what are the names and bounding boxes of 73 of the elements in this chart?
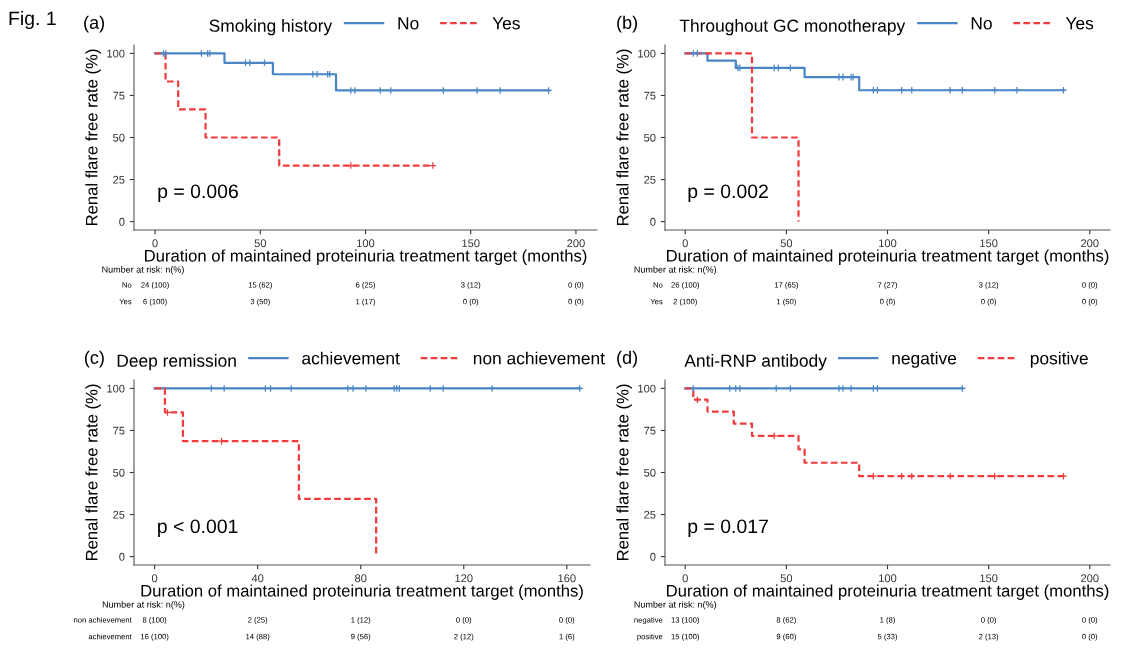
x-tick-label: 100: [879, 574, 897, 583]
y-tick-label: 50: [113, 133, 125, 142]
y-tick-label: 0: [650, 217, 656, 226]
x-tick-label: 0: [682, 574, 688, 583]
y-tick-label: 25: [113, 175, 125, 184]
x-tick-label: 50: [780, 239, 793, 248]
x-axis-title: Duration of maintained proteinuria treatment target (months): [141, 584, 583, 600]
legend-label: No: [971, 17, 992, 30]
text: Number at risk: n(%): [634, 266, 717, 275]
y-tick-label: 0: [119, 217, 125, 226]
x-tick-label: 200: [567, 239, 585, 248]
legend-label: achievement: [302, 351, 400, 365]
y-tick-label: 0: [650, 552, 656, 561]
x-tick-label: 120: [455, 574, 473, 583]
legend-label: positive: [1030, 351, 1088, 368]
x-tick-label: 200: [1081, 239, 1099, 248]
x-axis-title: Duration of maintained proteinuria treatment target (months): [667, 249, 1109, 265]
y-axis-title: Renal flare free rate (%): [616, 384, 632, 561]
legend-title: Smoking history: [209, 19, 333, 36]
legend-title: Throughout GC monotherapy: [679, 19, 906, 36]
y-tick-label: 0: [119, 552, 125, 561]
y-tick-label: 50: [644, 133, 656, 142]
x-tick-label: 200: [1081, 574, 1099, 583]
legend-label: non achievement: [473, 351, 605, 365]
y-tick-label: 50: [644, 468, 656, 477]
x-axis-title: Duration of maintained proteinuria treatment target (months): [667, 584, 1109, 600]
y-tick-label: 25: [644, 510, 656, 519]
y-tick-label: 50: [113, 468, 125, 477]
annotation: p = 0.017: [688, 519, 768, 538]
text: Number at risk: n(%): [634, 601, 717, 610]
x-tick-label: 100: [879, 239, 897, 248]
y-tick-label: 25: [113, 510, 125, 519]
x-tick-label: 160: [558, 574, 576, 583]
x-tick-label: 0: [151, 574, 158, 583]
y-tick-label: 75: [644, 426, 656, 435]
y-tick-label: 75: [113, 91, 125, 100]
y-axis-title: Renal flare free rate (%): [85, 49, 101, 226]
x-tick-label: 150: [462, 239, 480, 248]
x-tick-label: 100: [357, 239, 375, 248]
caption: Fig. 1: [9, 10, 56, 30]
y-tick-label: 100: [107, 49, 125, 58]
text: (a): [84, 15, 105, 33]
legend-label: Yes: [492, 17, 520, 30]
y-axis-title: Renal flare free rate (%): [85, 384, 101, 561]
annotation: p = 0.002: [688, 184, 768, 203]
y-tick-label: 100: [638, 49, 656, 58]
x-axis-title: Duration of maintained proteinuria treatment target (months): [145, 249, 587, 265]
x-tick-label: 80: [355, 574, 367, 583]
legend-label: No: [398, 17, 419, 30]
x-tick-label: 50: [254, 239, 267, 248]
y-tick-label: 100: [638, 384, 656, 393]
x-tick-label: 150: [980, 574, 998, 583]
y-axis-title: Renal flare free rate (%): [616, 49, 632, 226]
text: (d): [617, 350, 637, 368]
legend-title: Anti-RNP antibody: [684, 354, 827, 371]
x-tick-label: 50: [780, 574, 793, 583]
text: Number at risk: n(%): [102, 266, 184, 275]
x-tick-label: 40: [251, 574, 264, 583]
y-tick-label: 25: [644, 175, 656, 184]
text: (c): [84, 350, 104, 368]
x-tick-label: 150: [980, 239, 998, 248]
legend-label: Yes: [1065, 17, 1094, 30]
y-tick-label: 75: [644, 91, 656, 100]
y-tick-label: 75: [113, 426, 125, 435]
text: Number at risk: n(%): [102, 601, 185, 610]
x-tick-label: 0: [152, 239, 158, 248]
annotation: p < 0.001: [158, 519, 238, 538]
x-tick-label: 0: [682, 239, 688, 248]
text: (b): [617, 15, 637, 33]
legend-title: Deep remission: [117, 354, 236, 371]
annotation: p = 0.006: [158, 184, 238, 203]
legend-label: negative: [892, 351, 957, 368]
y-tick-label: 100: [107, 384, 125, 393]
